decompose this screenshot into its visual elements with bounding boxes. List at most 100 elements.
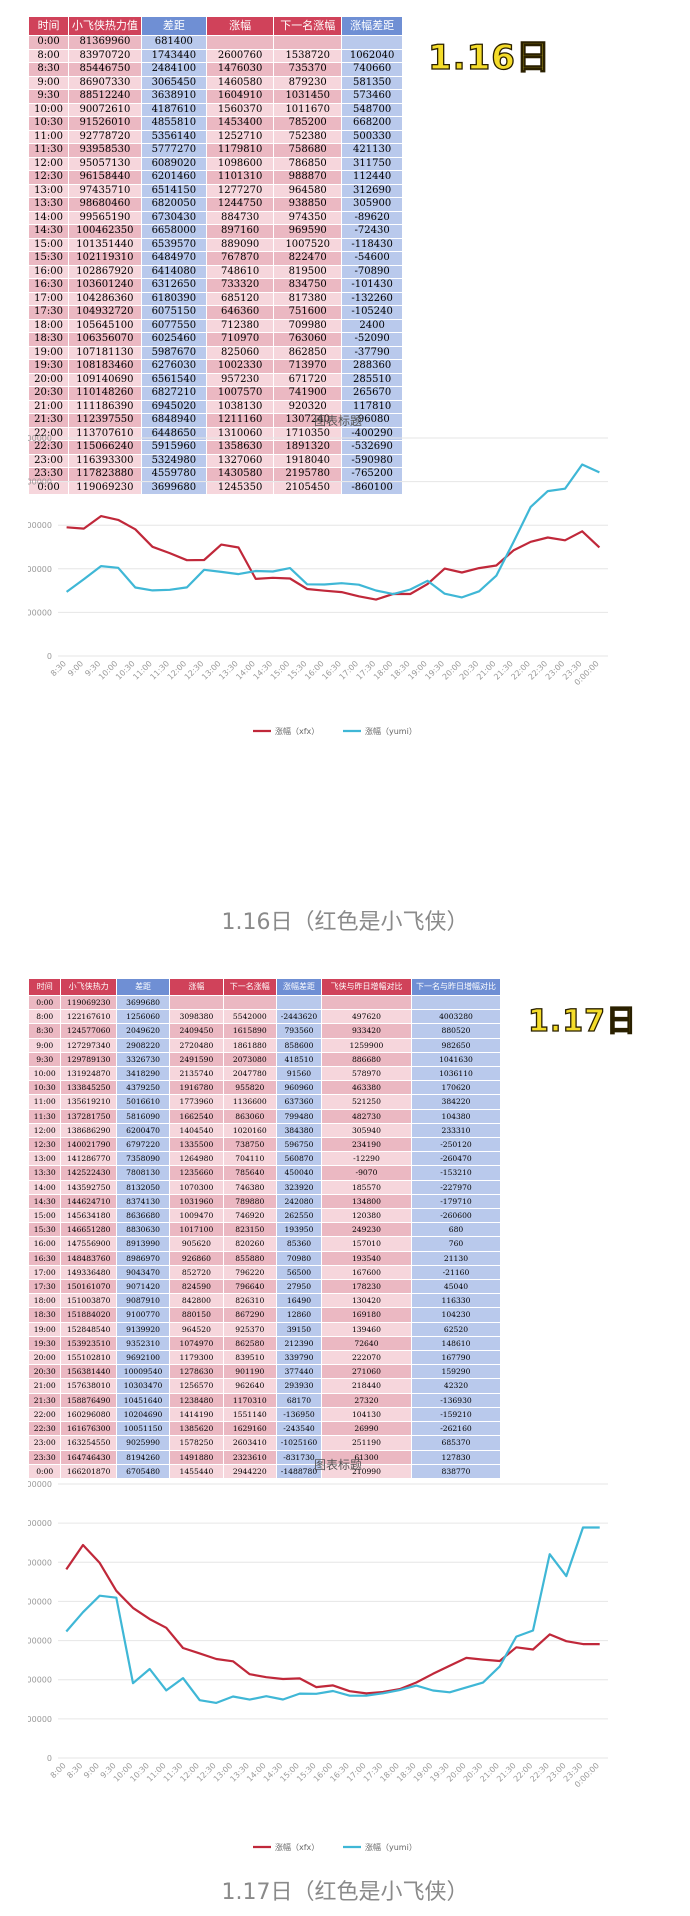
table-cell: 9:00 bbox=[27, 75, 70, 90]
table-cell: 163254550 bbox=[60, 1435, 117, 1451]
table-row: 15:00 145634180 8636680 1009470 746920 262550… bbox=[27, 1208, 502, 1224]
table-cell: -1025160 bbox=[275, 1435, 322, 1451]
y-tick-label: 1500000 bbox=[28, 521, 52, 530]
table-cell: 5016610 bbox=[115, 1094, 171, 1110]
table-cell: 42320 bbox=[410, 1378, 502, 1394]
table-row: 8:30 124577060 2049620 2409450 1615890 793560… bbox=[27, 1023, 502, 1039]
table-cell: 8:30 bbox=[27, 1023, 62, 1039]
table-cell: 151003870 bbox=[60, 1293, 117, 1309]
table-row: 14:00 143592750 8132050 1070300 746380 323920… bbox=[27, 1179, 502, 1195]
table-cell: 668200 bbox=[341, 116, 403, 131]
table-row: 0:00 119069230 3699680 1245350 2105450 -86010… bbox=[27, 480, 403, 495]
table-cell: -250120 bbox=[410, 1137, 502, 1153]
table-cell: 8986970 bbox=[115, 1250, 171, 1266]
table-cell: 1007520 bbox=[273, 237, 343, 252]
table-cell: 842800 bbox=[169, 1293, 224, 1309]
table-cell: 933420 bbox=[320, 1023, 412, 1039]
table-row: 20:30 110148260 6827210 1007570 741900 265670 bbox=[27, 386, 403, 401]
table-cell: 2049620 bbox=[115, 1023, 171, 1039]
table-cell: 93958530 bbox=[68, 143, 142, 158]
table-row: 11:00 135619210 5016610 1773960 1136600 63736… bbox=[27, 1094, 502, 1110]
table-cell: 6539570 bbox=[140, 237, 208, 252]
table-cell: 1017100 bbox=[169, 1222, 224, 1238]
table-cell: 463380 bbox=[320, 1080, 412, 1096]
table-cell: 21:00 bbox=[27, 1378, 62, 1394]
table-cell: 142522430 bbox=[60, 1165, 117, 1181]
table-cell: 785640 bbox=[222, 1165, 277, 1181]
table-cell: 157010 bbox=[320, 1236, 412, 1252]
table-cell: 26990 bbox=[320, 1421, 412, 1437]
table-cell: 6797220 bbox=[115, 1137, 171, 1153]
table-cell: 12:00 bbox=[27, 1122, 62, 1139]
table-cell: 6448650 bbox=[140, 426, 208, 441]
table-cell: 3638910 bbox=[140, 89, 208, 104]
table-row: 21:30 112397550 6848940 1211160 1307240 -9608… bbox=[27, 413, 403, 428]
table-cell: 210990 bbox=[320, 1463, 412, 1479]
table-cell: 1062040 bbox=[341, 48, 403, 63]
table-cell: 838770 bbox=[410, 1463, 502, 1479]
table-row: 13:30 142522430 7808130 1235660 785640 450040… bbox=[27, 1165, 502, 1181]
table-cell: 147556900 bbox=[60, 1236, 117, 1252]
table-row: 17:00 104286360 6180390 685120 817380 -132260 bbox=[27, 291, 403, 306]
table-row: 9:00 86907330 3065450 1460580 879230 581350 bbox=[27, 75, 403, 90]
table-cell: 111186390 bbox=[68, 399, 142, 414]
table-cell: 982650 bbox=[410, 1037, 502, 1053]
table-cell: 1615890 bbox=[222, 1023, 277, 1039]
table-cell: 164746430 bbox=[60, 1449, 117, 1465]
table-row: 17:00 149336480 9043470 852720 796220 56500 16… bbox=[27, 1264, 502, 1281]
table-cell: 18:00 bbox=[27, 318, 70, 333]
table-cell: 863060 bbox=[222, 1108, 277, 1124]
table-cell: 13:00 bbox=[27, 183, 70, 198]
table-cell: 86907330 bbox=[68, 75, 142, 90]
table-cell: 312690 bbox=[341, 183, 403, 198]
table-cell: 218440 bbox=[320, 1378, 412, 1394]
table-cell: 685120 bbox=[206, 291, 275, 306]
table-cell: 9043470 bbox=[115, 1264, 171, 1281]
table-cell: 305900 bbox=[341, 197, 403, 212]
table-cell: 16:30 bbox=[27, 278, 70, 293]
legend-label: 涨幅（xfx） bbox=[275, 1842, 319, 1852]
table-cell: 9025990 bbox=[115, 1435, 171, 1451]
table-cell: 1460580 bbox=[206, 75, 275, 90]
table-cell: 1918040 bbox=[273, 453, 343, 468]
table-cell: 760 bbox=[410, 1236, 502, 1252]
y-tick-label: 3000000 bbox=[28, 1519, 52, 1528]
table-cell: 2073080 bbox=[222, 1051, 277, 1068]
table-cell: 763060 bbox=[273, 332, 343, 347]
table-cell: 581350 bbox=[341, 75, 403, 90]
table-cell: 161676300 bbox=[60, 1421, 117, 1437]
table-row: 16:00 147556900 8913990 905620 820260 85360 15… bbox=[27, 1236, 502, 1252]
day-badge: 1.17日 bbox=[527, 1003, 638, 1039]
table-cell: 222070 bbox=[320, 1350, 412, 1366]
table-cell: 112397550 bbox=[68, 413, 142, 428]
table-cell: 1179810 bbox=[206, 143, 275, 158]
table-cell: 45040 bbox=[410, 1279, 502, 1295]
table-cell: -2443620 bbox=[275, 1009, 322, 1025]
table-cell: 6820050 bbox=[140, 197, 208, 212]
table-cell: 1743440 bbox=[140, 48, 208, 63]
table-cell: 92778720 bbox=[68, 129, 142, 144]
table-cell: 1002330 bbox=[206, 359, 275, 374]
table-cell: 11:00 bbox=[27, 129, 70, 144]
table-cell: 880150 bbox=[169, 1307, 224, 1323]
table-cell: 5915960 bbox=[140, 440, 208, 455]
series-line-yumi bbox=[65, 1526, 600, 1704]
table-cell: 938850 bbox=[273, 197, 343, 212]
table-cell: 104932720 bbox=[68, 305, 142, 320]
table-cell: 11:30 bbox=[27, 143, 70, 158]
table-cell: 68170 bbox=[275, 1392, 322, 1408]
table-cell: 9352310 bbox=[115, 1335, 171, 1352]
table-cell: 497620 bbox=[320, 1009, 412, 1025]
table-row: 23:00 163254550 9025990 1578250 2603410 -1025… bbox=[27, 1435, 502, 1451]
table-cell: 98680460 bbox=[68, 197, 142, 212]
table-cell: 1414190 bbox=[169, 1406, 224, 1423]
table-cell: -89620 bbox=[341, 210, 403, 225]
table-cell: 957230 bbox=[206, 372, 275, 387]
table-cell: 6075150 bbox=[140, 305, 208, 320]
table-cell: 1031960 bbox=[169, 1193, 224, 1210]
table-cell: 143592750 bbox=[60, 1179, 117, 1195]
table-cell: 11:00 bbox=[27, 1094, 62, 1110]
table-cell: 6514150 bbox=[140, 183, 208, 198]
table-cell: 709980 bbox=[273, 318, 343, 333]
table-row: 21:30 158876490 10451640 1238480 1170310 6817… bbox=[27, 1392, 502, 1408]
